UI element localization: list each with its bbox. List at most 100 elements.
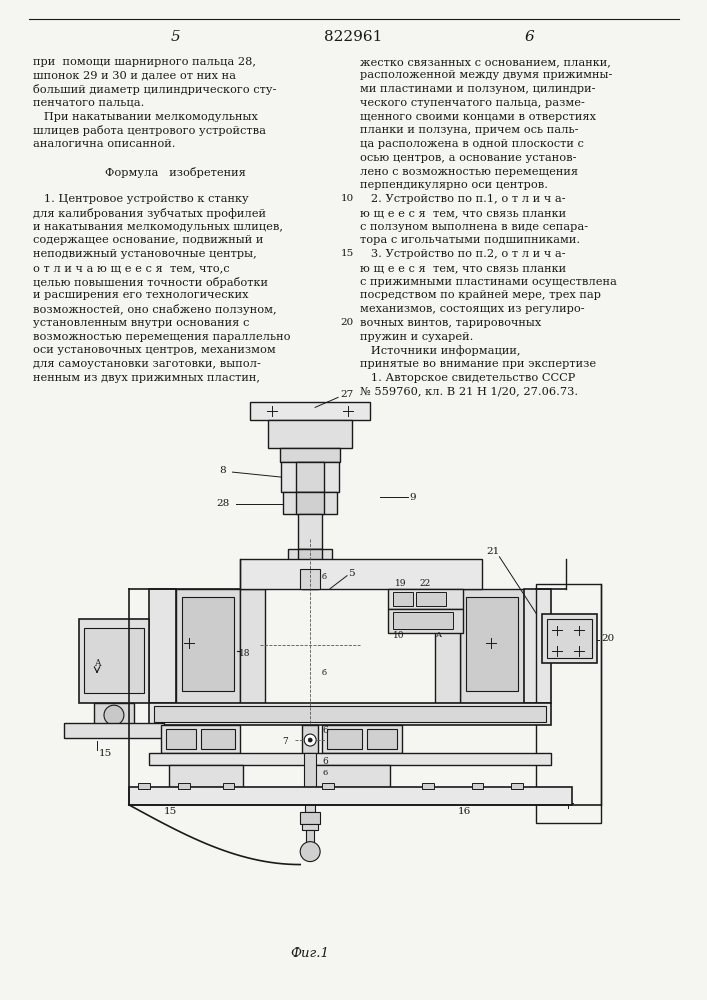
Text: 822961: 822961 bbox=[324, 30, 382, 44]
Text: 9: 9 bbox=[410, 493, 416, 502]
Text: б: б bbox=[322, 573, 327, 581]
Text: установленным внутри основания с: установленным внутри основания с bbox=[33, 318, 250, 328]
Text: 22: 22 bbox=[420, 579, 431, 588]
Text: При накатывании мелкомодульных: При накатывании мелкомодульных bbox=[33, 112, 258, 122]
Bar bbox=[223, 783, 235, 789]
Text: 20: 20 bbox=[601, 634, 614, 643]
Text: посредством по крайней мере, трех пар: посредством по крайней мере, трех пар bbox=[360, 290, 601, 300]
Text: с прижимными пластинами осуществлена: с прижимными пластинами осуществлена bbox=[360, 277, 617, 287]
Bar bbox=[160, 725, 240, 753]
Text: 6: 6 bbox=[525, 30, 534, 44]
Bar bbox=[296, 462, 324, 492]
Text: б: б bbox=[322, 669, 327, 677]
Bar bbox=[148, 753, 551, 765]
Bar bbox=[322, 725, 402, 753]
Bar bbox=[367, 729, 397, 749]
Text: возможностью перемещения параллельно: возможностью перемещения параллельно bbox=[33, 332, 291, 342]
Text: 7: 7 bbox=[283, 737, 288, 746]
Text: 10: 10 bbox=[393, 631, 404, 640]
Bar bbox=[300, 812, 320, 824]
Text: 15: 15 bbox=[340, 249, 354, 258]
Bar bbox=[280, 448, 340, 462]
Text: 16: 16 bbox=[457, 807, 471, 816]
Bar bbox=[460, 589, 525, 703]
Bar bbox=[542, 614, 597, 663]
Bar bbox=[525, 589, 551, 703]
Bar bbox=[240, 589, 265, 703]
Text: содержащее основание, подвижный и: содержащее основание, подвижный и bbox=[33, 235, 264, 245]
Bar bbox=[306, 830, 314, 848]
Text: Фиг.1: Фиг.1 bbox=[291, 947, 329, 960]
Bar bbox=[435, 589, 460, 703]
Text: 6: 6 bbox=[322, 726, 328, 735]
Bar bbox=[176, 589, 240, 703]
Text: целью повышения точности обработки: целью повышения точности обработки bbox=[33, 277, 268, 288]
Bar bbox=[327, 729, 362, 749]
Circle shape bbox=[300, 842, 320, 862]
Text: A: A bbox=[435, 631, 440, 639]
Text: щенного своими концами в отверстиях: щенного своими концами в отверстиях bbox=[360, 112, 596, 122]
Text: ненным из двух прижимных пластин,: ненным из двух прижимных пластин, bbox=[33, 373, 260, 383]
Bar bbox=[250, 402, 370, 420]
Bar bbox=[138, 783, 150, 789]
Bar bbox=[300, 569, 320, 589]
Bar bbox=[422, 783, 433, 789]
Circle shape bbox=[308, 738, 312, 742]
Bar bbox=[296, 492, 324, 514]
Text: с ползуном выполнена в виде сепара-: с ползуном выполнена в виде сепара- bbox=[360, 222, 588, 232]
Text: Формула   изобретения: Формула изобретения bbox=[105, 167, 246, 178]
Text: шлицев работа центрового устройства: шлицев работа центрового устройства bbox=[33, 125, 267, 136]
Bar bbox=[388, 609, 462, 633]
Text: 1. Центровое устройство к станку: 1. Центровое устройство к станку bbox=[33, 194, 249, 204]
Bar bbox=[148, 589, 176, 703]
Text: 3. Устройство по п.2, о т л и ч а-: 3. Устройство по п.2, о т л и ч а- bbox=[360, 249, 566, 259]
Bar bbox=[177, 783, 189, 789]
Text: 15: 15 bbox=[164, 807, 177, 816]
Bar bbox=[302, 569, 318, 589]
Bar bbox=[154, 706, 547, 722]
Circle shape bbox=[304, 734, 316, 746]
Text: 5: 5 bbox=[348, 569, 355, 578]
Bar bbox=[169, 765, 243, 787]
Bar bbox=[129, 787, 572, 805]
Bar bbox=[393, 592, 413, 606]
Text: ца расположена в одной плоскости с: ца расположена в одной плоскости с bbox=[360, 139, 584, 149]
Text: № 559760, кл. В 21 Н 1/20, 27.06.73.: № 559760, кл. В 21 Н 1/20, 27.06.73. bbox=[360, 387, 578, 397]
Bar bbox=[302, 725, 318, 755]
Text: возможностей, оно снабжено ползуном,: возможностей, оно снабжено ползуном, bbox=[33, 304, 277, 315]
Text: пружин и сухарей.: пружин и сухарей. bbox=[360, 332, 474, 342]
Bar bbox=[269, 420, 352, 448]
Text: жестко связанных с основанием, планки,: жестко связанных с основанием, планки, bbox=[360, 57, 611, 67]
Bar bbox=[240, 559, 482, 589]
Bar bbox=[305, 787, 315, 812]
Text: 20: 20 bbox=[340, 318, 354, 327]
Text: 27: 27 bbox=[340, 390, 354, 399]
Text: шпонок 29 и 30 и далее от них на: шпонок 29 и 30 и далее от них на bbox=[33, 70, 236, 80]
Bar bbox=[182, 597, 235, 691]
Text: 1. Авторское свидетельство СССР: 1. Авторское свидетельство СССР bbox=[360, 373, 575, 383]
Text: механизмов, состоящих из регулиро-: механизмов, состоящих из регулиро- bbox=[360, 304, 585, 314]
Text: 6: 6 bbox=[322, 757, 328, 766]
Text: и накатывания мелкомодульных шлицев,: и накатывания мелкомодульных шлицев, bbox=[33, 222, 284, 232]
Bar bbox=[302, 824, 318, 830]
Bar bbox=[94, 703, 134, 728]
Text: неподвижный установочные центры,: неподвижный установочные центры, bbox=[33, 249, 257, 259]
Circle shape bbox=[104, 705, 124, 725]
Text: перпендикулярно оси центров.: перпендикулярно оси центров. bbox=[360, 180, 548, 190]
Text: пенчатого пальца.: пенчатого пальца. bbox=[33, 98, 145, 108]
Bar bbox=[416, 592, 445, 606]
Text: оси установочных центров, механизмом: оси установочных центров, механизмом bbox=[33, 345, 276, 355]
Text: вочных винтов, тарировочных: вочных винтов, тарировочных bbox=[360, 318, 542, 328]
Bar bbox=[322, 783, 334, 789]
Bar bbox=[84, 628, 144, 693]
Text: при  помощи шарнирного пальца 28,: при помощи шарнирного пальца 28, bbox=[33, 57, 256, 67]
Bar bbox=[79, 619, 148, 703]
Bar bbox=[148, 703, 551, 725]
Text: 8: 8 bbox=[219, 466, 226, 475]
Bar bbox=[388, 589, 462, 609]
Bar bbox=[315, 765, 390, 787]
Text: осью центров, а основание установ-: осью центров, а основание установ- bbox=[360, 153, 576, 163]
Text: для калибрования зубчатых профилей: для калибрования зубчатых профилей bbox=[33, 208, 267, 219]
Text: 28: 28 bbox=[216, 499, 229, 508]
Bar bbox=[201, 729, 235, 749]
